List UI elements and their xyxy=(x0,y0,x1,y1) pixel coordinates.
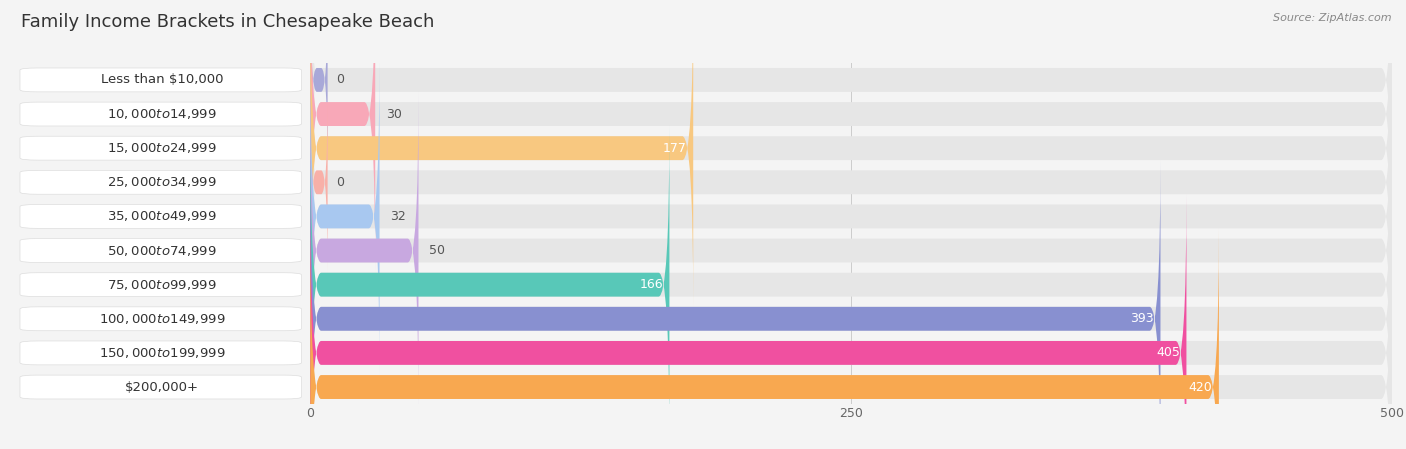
Text: 30: 30 xyxy=(387,108,402,120)
Text: 0: 0 xyxy=(336,176,344,189)
FancyBboxPatch shape xyxy=(311,165,1392,199)
FancyBboxPatch shape xyxy=(14,370,311,404)
Text: $150,000 to $199,999: $150,000 to $199,999 xyxy=(98,346,225,360)
FancyBboxPatch shape xyxy=(20,307,301,331)
FancyBboxPatch shape xyxy=(311,302,1392,336)
FancyBboxPatch shape xyxy=(311,126,669,443)
FancyBboxPatch shape xyxy=(14,302,311,336)
FancyBboxPatch shape xyxy=(311,233,1392,268)
FancyBboxPatch shape xyxy=(311,0,375,273)
FancyBboxPatch shape xyxy=(14,336,311,370)
Text: 166: 166 xyxy=(640,278,662,291)
FancyBboxPatch shape xyxy=(14,233,311,268)
FancyBboxPatch shape xyxy=(311,0,1392,238)
FancyBboxPatch shape xyxy=(311,268,1392,302)
FancyBboxPatch shape xyxy=(311,97,1392,131)
FancyBboxPatch shape xyxy=(20,136,301,160)
FancyBboxPatch shape xyxy=(311,160,1160,449)
FancyBboxPatch shape xyxy=(20,170,301,194)
FancyBboxPatch shape xyxy=(14,199,311,233)
FancyBboxPatch shape xyxy=(311,92,419,409)
FancyBboxPatch shape xyxy=(311,336,1392,370)
FancyBboxPatch shape xyxy=(20,273,301,297)
FancyBboxPatch shape xyxy=(311,0,328,170)
FancyBboxPatch shape xyxy=(311,126,1392,443)
FancyBboxPatch shape xyxy=(14,268,311,302)
Text: 420: 420 xyxy=(1188,381,1212,393)
FancyBboxPatch shape xyxy=(20,68,301,92)
FancyBboxPatch shape xyxy=(311,0,1392,273)
FancyBboxPatch shape xyxy=(20,341,301,365)
FancyBboxPatch shape xyxy=(311,92,1392,409)
FancyBboxPatch shape xyxy=(14,97,311,131)
FancyBboxPatch shape xyxy=(20,375,301,399)
FancyBboxPatch shape xyxy=(311,0,693,307)
Text: 393: 393 xyxy=(1130,313,1154,325)
Text: $15,000 to $24,999: $15,000 to $24,999 xyxy=(107,141,217,155)
FancyBboxPatch shape xyxy=(20,204,301,229)
Text: 177: 177 xyxy=(662,142,686,154)
FancyBboxPatch shape xyxy=(311,24,1392,341)
FancyBboxPatch shape xyxy=(311,63,1392,97)
FancyBboxPatch shape xyxy=(20,102,301,126)
FancyBboxPatch shape xyxy=(311,58,380,375)
Text: 0: 0 xyxy=(336,74,344,86)
FancyBboxPatch shape xyxy=(311,194,1187,449)
FancyBboxPatch shape xyxy=(311,370,1392,404)
Text: 405: 405 xyxy=(1156,347,1180,359)
Text: 32: 32 xyxy=(391,210,406,223)
Text: Family Income Brackets in Chesapeake Beach: Family Income Brackets in Chesapeake Bea… xyxy=(21,13,434,31)
Text: $25,000 to $34,999: $25,000 to $34,999 xyxy=(107,175,217,189)
FancyBboxPatch shape xyxy=(311,199,1392,233)
FancyBboxPatch shape xyxy=(14,165,311,199)
FancyBboxPatch shape xyxy=(14,131,311,165)
FancyBboxPatch shape xyxy=(20,238,301,263)
FancyBboxPatch shape xyxy=(311,160,1392,449)
FancyBboxPatch shape xyxy=(311,92,328,273)
Text: $200,000+: $200,000+ xyxy=(125,381,200,393)
FancyBboxPatch shape xyxy=(311,0,1392,307)
Text: $35,000 to $49,999: $35,000 to $49,999 xyxy=(107,209,217,224)
FancyBboxPatch shape xyxy=(311,194,1392,449)
Text: Less than $10,000: Less than $10,000 xyxy=(101,74,224,86)
Text: Source: ZipAtlas.com: Source: ZipAtlas.com xyxy=(1274,13,1392,23)
FancyBboxPatch shape xyxy=(311,229,1219,449)
Text: $100,000 to $149,999: $100,000 to $149,999 xyxy=(98,312,225,326)
FancyBboxPatch shape xyxy=(311,131,1392,165)
Text: $75,000 to $99,999: $75,000 to $99,999 xyxy=(107,277,217,292)
FancyBboxPatch shape xyxy=(14,63,311,97)
FancyBboxPatch shape xyxy=(311,229,1392,449)
Text: $10,000 to $14,999: $10,000 to $14,999 xyxy=(107,107,217,121)
Text: 50: 50 xyxy=(429,244,446,257)
Text: $50,000 to $74,999: $50,000 to $74,999 xyxy=(107,243,217,258)
FancyBboxPatch shape xyxy=(311,58,1392,375)
